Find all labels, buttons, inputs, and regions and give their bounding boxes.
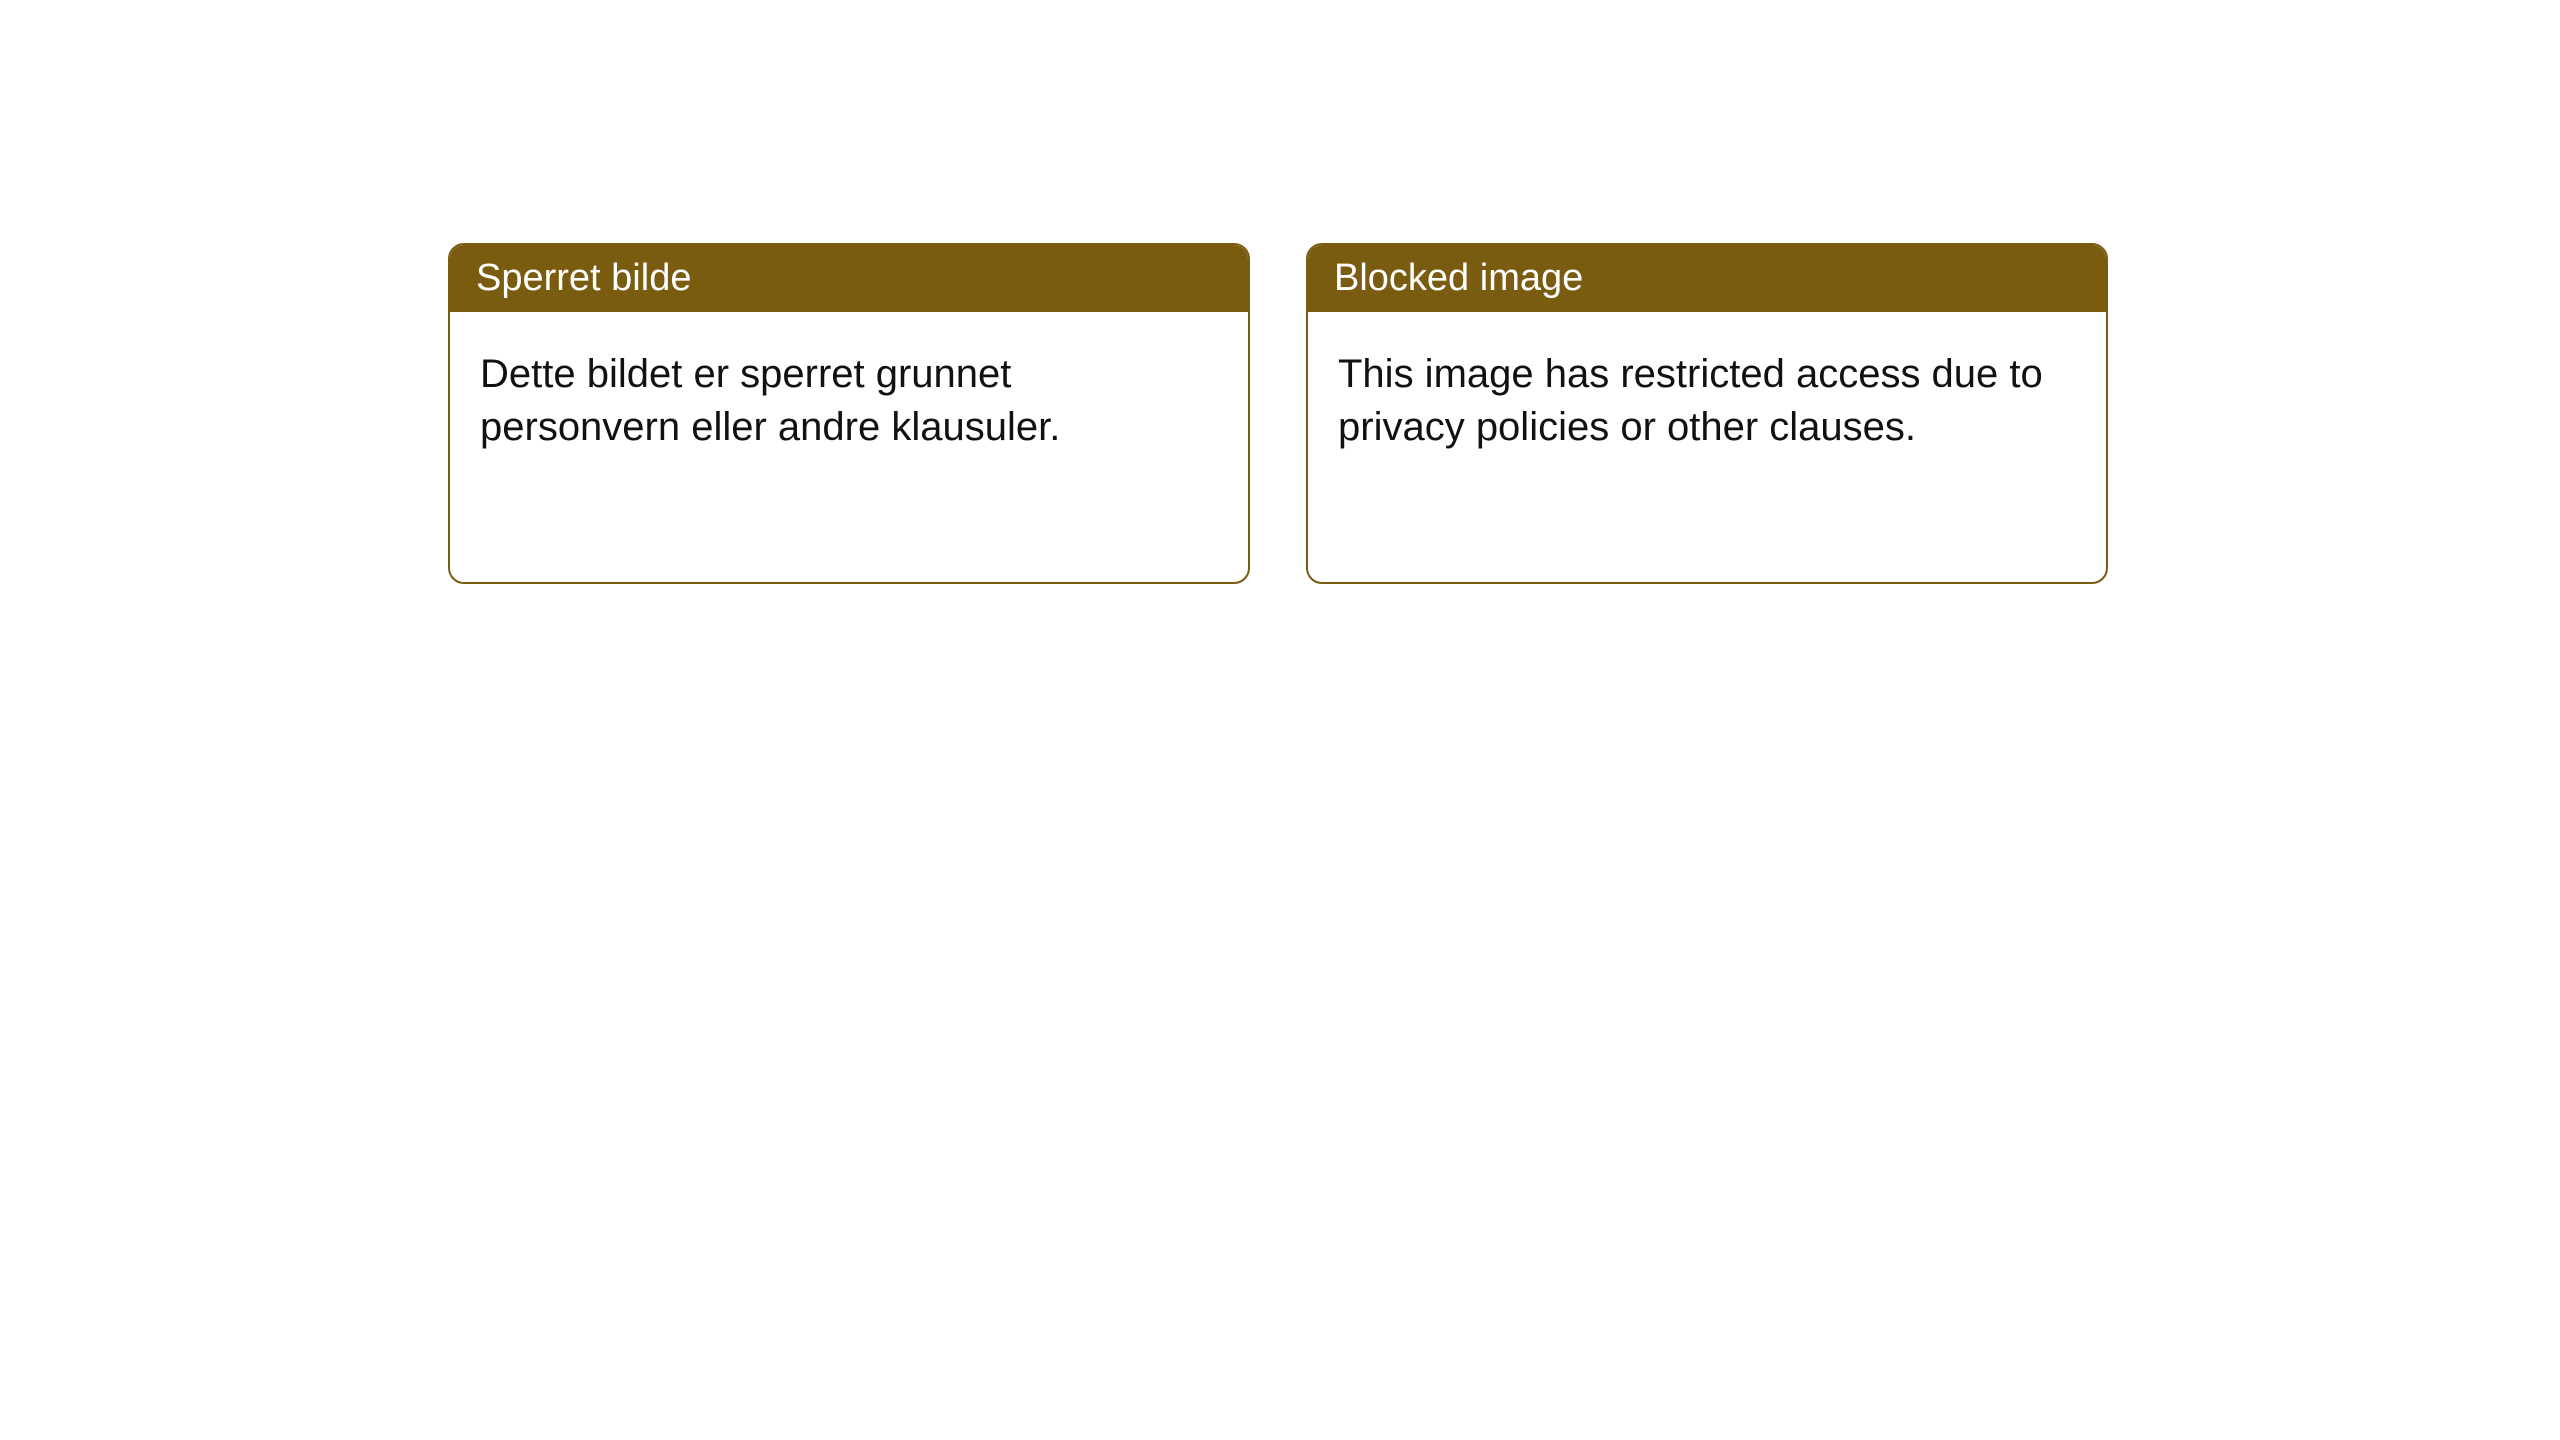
card-header-english: Blocked image [1308, 245, 2106, 312]
card-norwegian: Sperret bilde Dette bildet er sperret gr… [448, 243, 1250, 584]
cards-container: Sperret bilde Dette bildet er sperret gr… [448, 243, 2108, 584]
card-body-english: This image has restricted access due to … [1308, 312, 2106, 582]
card-english: Blocked image This image has restricted … [1306, 243, 2108, 584]
card-body-norwegian: Dette bildet er sperret grunnet personve… [450, 312, 1248, 582]
card-header-norwegian: Sperret bilde [450, 245, 1248, 312]
